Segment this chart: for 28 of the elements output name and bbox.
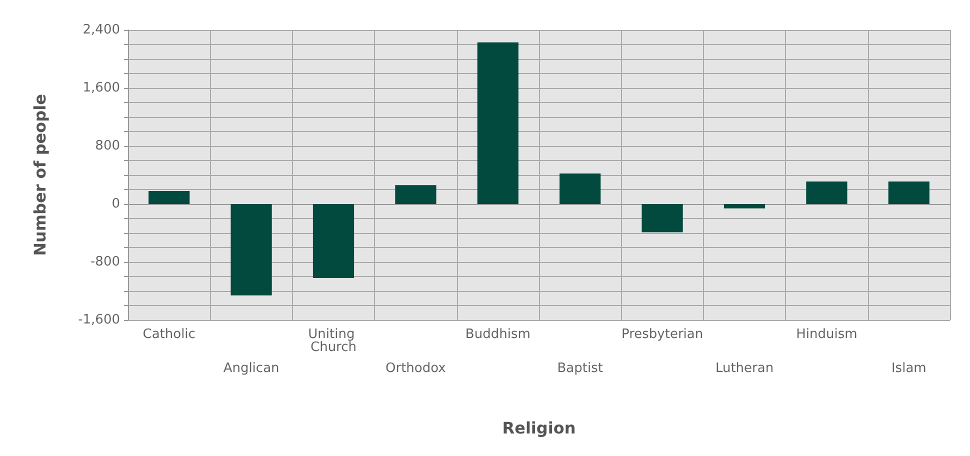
bar <box>806 182 848 204</box>
x-tick-label: Orthodox <box>386 361 446 376</box>
y-tick-label: 2,400 <box>82 22 120 38</box>
bar <box>724 204 766 208</box>
bar <box>888 182 930 204</box>
y-axis-title: Number of people <box>30 94 50 256</box>
bar <box>477 42 518 204</box>
bar <box>395 185 436 204</box>
bar <box>312 204 354 278</box>
x-axis-title: Religion <box>502 418 576 438</box>
x-tick-label: Islam <box>891 361 926 376</box>
x-tick-label: Baptist <box>557 361 603 376</box>
x-tick-label: Buddhism <box>465 327 530 342</box>
x-tick-label: Uniting Church <box>308 327 359 355</box>
x-tick-label: Catholic <box>142 327 196 342</box>
y-tick-label: 1,600 <box>82 80 120 96</box>
y-tick-label: 800 <box>95 138 120 154</box>
y-tick-label: -1,600 <box>78 312 120 328</box>
bar <box>230 204 272 296</box>
x-tick-label: Anglican <box>223 361 280 376</box>
y-tick-label: 0 <box>112 196 120 212</box>
x-tick-label: Presbyterian <box>621 327 704 342</box>
bar <box>560 174 601 204</box>
bar <box>642 204 683 232</box>
x-tick-label: Hinduism <box>796 327 858 342</box>
bar <box>148 190 190 204</box>
y-tick-label: -800 <box>90 254 120 270</box>
x-tick-label: Lutheran <box>715 361 774 376</box>
